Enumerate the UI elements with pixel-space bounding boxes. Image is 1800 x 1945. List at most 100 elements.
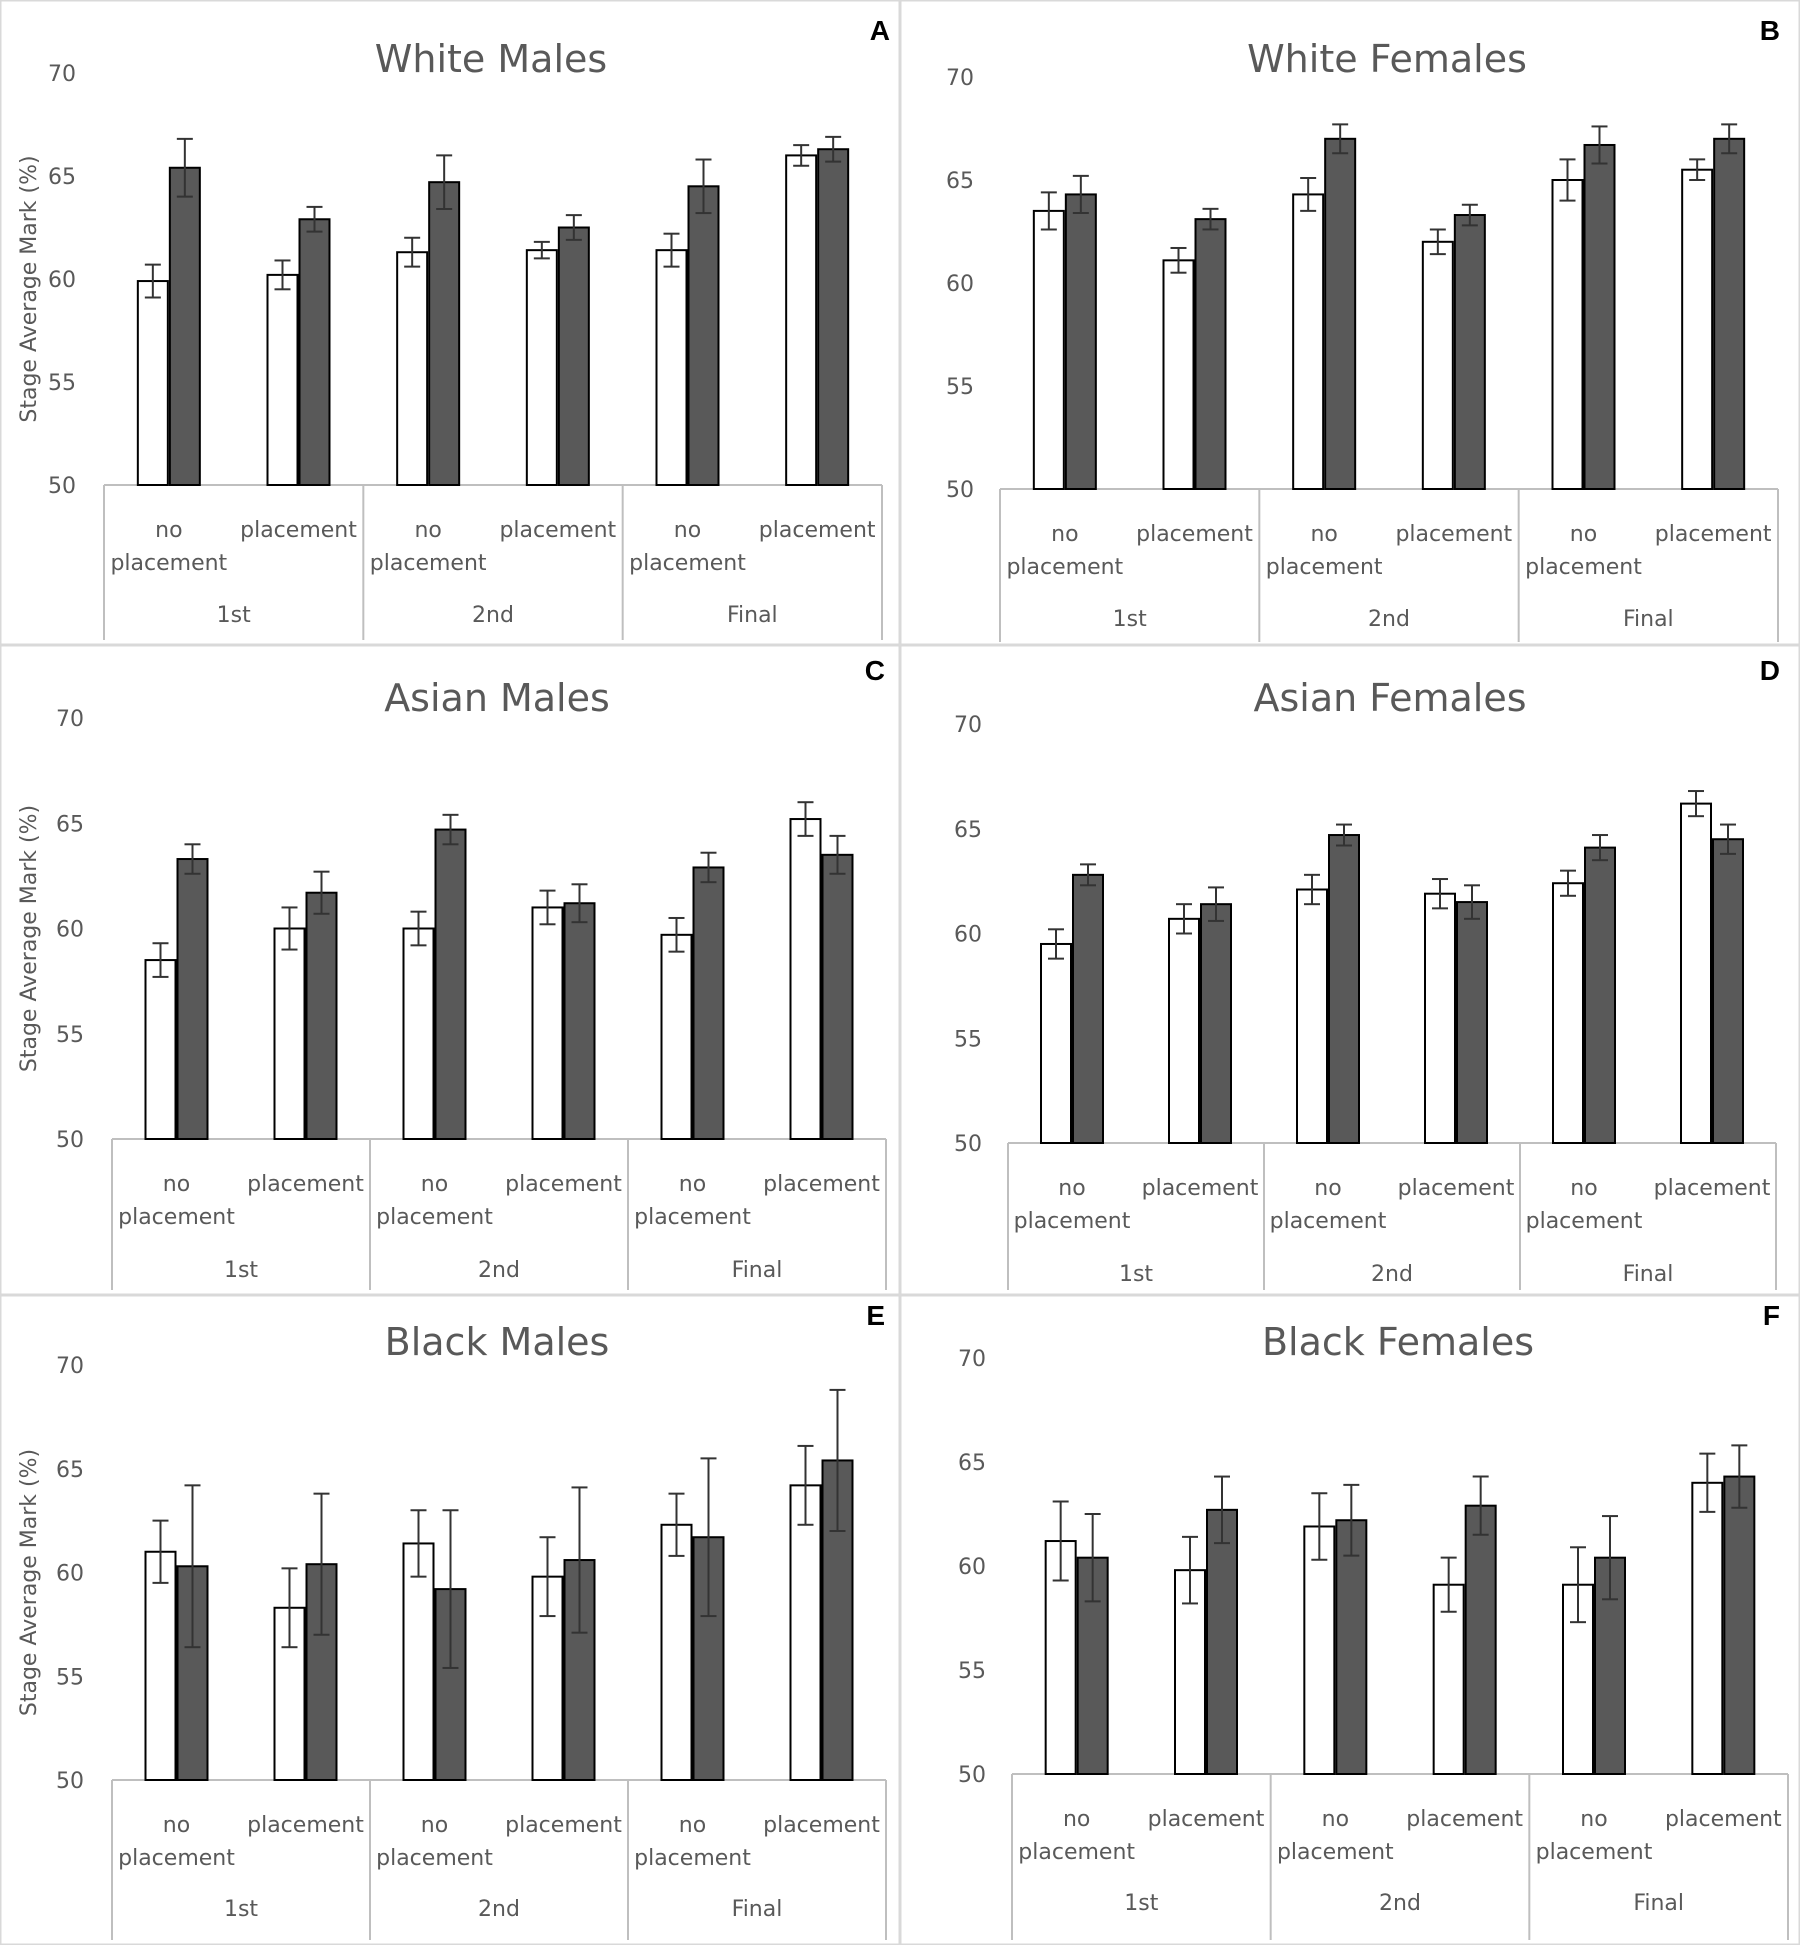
category-label: no placement bbox=[1536, 1807, 1653, 1865]
bar-placement bbox=[1335, 1519, 1368, 1775]
stage-label: 2nd bbox=[1379, 1891, 1421, 1916]
bar-placement bbox=[298, 218, 331, 486]
stage-label: 1st bbox=[1119, 1262, 1153, 1287]
category-label: placement bbox=[1142, 1176, 1259, 1201]
bar-placement bbox=[1723, 1475, 1756, 1775]
bar-placement bbox=[817, 148, 850, 486]
y-tick-label: 65 bbox=[958, 1451, 986, 1476]
bar-placement bbox=[1464, 1504, 1497, 1775]
bar-no-placement bbox=[531, 906, 564, 1141]
bar-no-placement bbox=[144, 959, 177, 1141]
stage-label: 2nd bbox=[1368, 607, 1410, 632]
y-tick-label: 60 bbox=[48, 268, 76, 293]
category-label: no placement bbox=[376, 1813, 493, 1871]
category-label: placement bbox=[759, 518, 876, 543]
bar-placement bbox=[434, 828, 467, 1140]
stage-label: 1st bbox=[217, 603, 251, 628]
stage-label: Final bbox=[1633, 1891, 1684, 1916]
stage-label: 1st bbox=[1124, 1891, 1158, 1916]
y-tick-label: 55 bbox=[48, 371, 76, 396]
bar-no-placement bbox=[1303, 1525, 1336, 1775]
bar-placement bbox=[563, 902, 596, 1140]
panel-letter: A bbox=[870, 15, 890, 46]
category-label: placement bbox=[1406, 1807, 1523, 1832]
bar-placement bbox=[1194, 218, 1227, 490]
bar-no-placement bbox=[1292, 193, 1325, 490]
y-tick-label: 55 bbox=[56, 1665, 84, 1690]
category-label: placement bbox=[505, 1813, 622, 1838]
y-tick-label: 50 bbox=[958, 1763, 986, 1788]
bar-no-placement bbox=[1032, 209, 1065, 490]
bar-placement bbox=[1072, 873, 1104, 1144]
category-label: no placement bbox=[370, 518, 487, 576]
stage-label: Final bbox=[732, 1897, 783, 1922]
bar-placement bbox=[1453, 214, 1486, 491]
y-tick-label: 65 bbox=[954, 818, 982, 843]
bar-no-placement bbox=[396, 251, 429, 486]
bar-no-placement bbox=[1040, 942, 1072, 1144]
bar-placement bbox=[428, 181, 461, 486]
category-label: placement bbox=[1654, 1176, 1771, 1201]
bar-no-placement bbox=[655, 249, 688, 486]
y-tick-label: 65 bbox=[56, 812, 84, 837]
category-label: placement bbox=[247, 1813, 364, 1838]
panel-e: Black Males E 50 55 60 65 70 Stage Average Mark… bbox=[0, 1295, 900, 1945]
category-label: placement bbox=[1136, 522, 1253, 547]
panel-letter: E bbox=[866, 1300, 885, 1331]
panel-c: Asian Males C 50 55 60 65 70 Stage Average Mark… bbox=[0, 645, 900, 1295]
category-label: no placement bbox=[629, 518, 746, 576]
y-tick-label: 65 bbox=[56, 1458, 84, 1483]
category-label: no placement bbox=[634, 1172, 751, 1230]
y-tick-label: 50 bbox=[954, 1132, 982, 1157]
y-tick-label: 60 bbox=[56, 1562, 84, 1587]
stage-label: 2nd bbox=[472, 603, 514, 628]
bar-placement bbox=[305, 1563, 338, 1782]
chart-title: Black Males bbox=[385, 1320, 610, 1364]
category-label: placement bbox=[505, 1172, 622, 1197]
bar-no-placement bbox=[1552, 882, 1584, 1144]
stage-label: 2nd bbox=[478, 1897, 520, 1922]
chart-title: Black Females bbox=[1262, 1320, 1534, 1364]
y-tick-label: 55 bbox=[946, 375, 974, 400]
category-label: placement bbox=[1665, 1807, 1782, 1832]
bar-no-placement bbox=[1421, 240, 1454, 490]
category-label: no placement bbox=[1014, 1176, 1131, 1234]
bar-placement bbox=[1206, 1508, 1238, 1775]
bar-placement bbox=[692, 866, 725, 1141]
y-tick-label: 55 bbox=[958, 1659, 986, 1684]
panel-b: White Females B 50 55 60 65 70 no placement place… bbox=[900, 0, 1800, 645]
y-tick-label: 50 bbox=[56, 1769, 84, 1794]
panel-f: Black Females F 50 55 60 65 70 no placement place… bbox=[900, 1295, 1800, 1945]
bar-placement bbox=[1456, 901, 1488, 1145]
y-tick-label: 70 bbox=[954, 713, 982, 738]
y-tick-label: 70 bbox=[958, 1347, 986, 1372]
y-tick-label: 70 bbox=[946, 66, 974, 91]
stage-label: Final bbox=[732, 1258, 783, 1283]
bar-no-placement bbox=[136, 280, 169, 486]
y-tick-label: 55 bbox=[954, 1027, 982, 1052]
category-label: no placement bbox=[118, 1172, 235, 1230]
category-label: no placement bbox=[376, 1172, 493, 1230]
bar-no-placement bbox=[1296, 888, 1328, 1144]
y-tick-label: 50 bbox=[56, 1128, 84, 1153]
category-label: placement bbox=[1655, 522, 1772, 547]
stage-label: 1st bbox=[1113, 607, 1147, 632]
bar-placement bbox=[305, 891, 338, 1140]
y-tick-label: 65 bbox=[48, 165, 76, 190]
y-tick-label: 50 bbox=[946, 478, 974, 503]
bar-placement bbox=[1200, 903, 1232, 1145]
y-axis-label: Stage Average Mark (%) bbox=[17, 1449, 42, 1716]
bar-placement bbox=[821, 853, 854, 1140]
category-label: placement bbox=[1398, 1176, 1515, 1201]
bar-no-placement bbox=[402, 1542, 435, 1781]
bar-placement bbox=[1712, 838, 1744, 1144]
chart-title: Asian Males bbox=[384, 676, 610, 720]
bar-placement bbox=[1324, 137, 1357, 491]
chart-title: Asian Females bbox=[1254, 676, 1527, 720]
bar-placement bbox=[1328, 834, 1360, 1144]
bar-no-placement bbox=[1681, 168, 1714, 490]
category-label: placement bbox=[247, 1172, 364, 1197]
bar-placement bbox=[176, 858, 209, 1140]
category-label: no placement bbox=[110, 518, 227, 576]
bar-no-placement bbox=[1424, 892, 1456, 1144]
